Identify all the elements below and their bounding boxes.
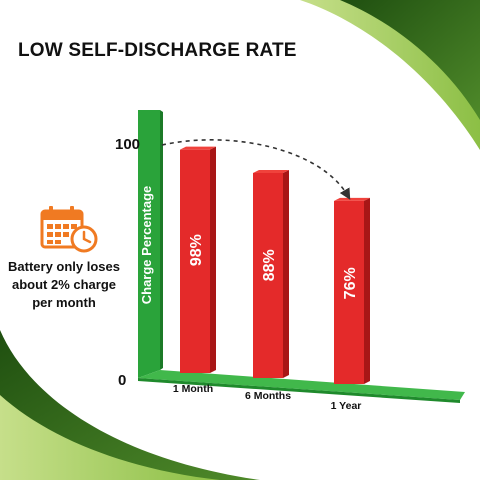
callout-line-3: per month: [32, 295, 96, 310]
callout-text: Battery only loses about 2% charge per m…: [0, 258, 128, 312]
bar-2: [334, 200, 364, 384]
callout-line-2: about 2% charge: [11, 277, 117, 292]
x-tick-label-2: 1 Year: [331, 400, 362, 412]
page-title: LOW SELF-DISCHARGE RATE: [18, 40, 297, 61]
top-right-swoosh-dark: [340, 0, 480, 120]
y-axis-wall-side: [160, 110, 163, 370]
y-axis-wall: [138, 110, 160, 378]
bar-0: [180, 149, 210, 373]
bar-side-2: [364, 197, 370, 384]
x-tick-label-0: 1 Month: [173, 383, 213, 395]
dashed-trend-arrow: [161, 139, 351, 200]
bar-value-label-0: 98%: [188, 234, 205, 266]
bar-value-label-2: 76%: [342, 267, 359, 299]
x-tick-label-1: 6 Months: [245, 390, 291, 402]
bar-top-1: [253, 169, 289, 173]
bottom-left-swoosh-light: [0, 395, 220, 480]
y-axis-label: Charge Percentage: [139, 186, 154, 305]
bar-side-1: [283, 169, 289, 378]
bar-top-0: [180, 146, 216, 150]
bars-group: 98% 1 Month 88% 6 Months 76% 1 Year: [173, 146, 370, 412]
bar-top-2: [334, 197, 370, 201]
x-axis-floor: [138, 370, 465, 400]
bar-1: [253, 172, 283, 378]
bar-value-label-1: 88%: [261, 249, 278, 281]
bar-side-0: [210, 146, 216, 373]
y-tick-100: 100: [115, 136, 140, 153]
callout-line-1: Battery only loses: [8, 259, 120, 274]
y-tick-0: 0: [118, 372, 126, 389]
x-axis-floor-edge: [138, 378, 460, 403]
calendar-clock-icon: [40, 206, 98, 253]
